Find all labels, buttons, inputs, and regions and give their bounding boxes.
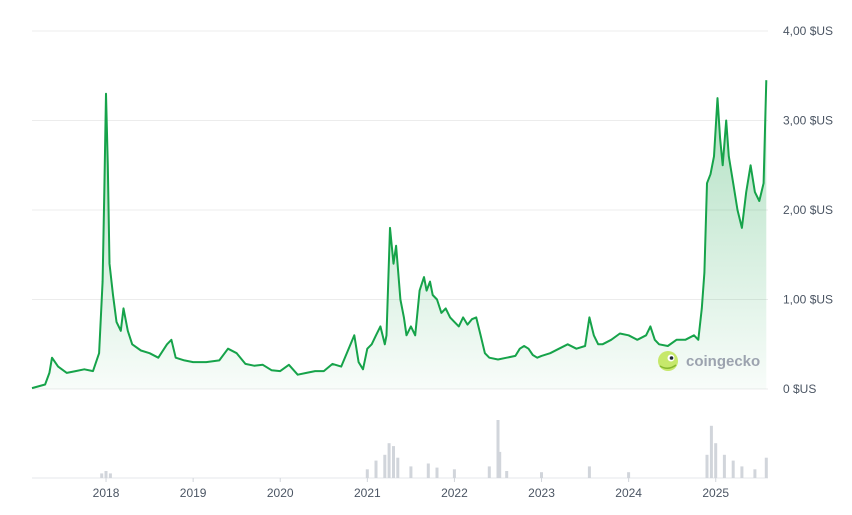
- x-tick-label: 2023: [528, 486, 555, 500]
- volume-bar: [740, 466, 744, 478]
- volume-bar: [409, 466, 413, 478]
- volume-bar: [722, 454, 726, 478]
- price-area-fill: [32, 80, 767, 389]
- volume-bar: [714, 443, 718, 478]
- volume-bar: [100, 473, 104, 478]
- x-axis: 2018 2019 2020 2021 2022 2023 2024 2025: [93, 478, 729, 500]
- volume-bars: [32, 420, 768, 479]
- volume-bar: [487, 466, 491, 478]
- coingecko-watermark: coingecko: [658, 351, 760, 371]
- y-tick-label: 0 $US: [783, 382, 816, 396]
- volume-bar: [496, 420, 500, 478]
- price-area: [32, 80, 767, 389]
- x-tick-label: 2019: [180, 486, 207, 500]
- volume-bar: [505, 471, 509, 478]
- price-line: [31, 80, 768, 390]
- volume-bar: [705, 454, 709, 478]
- volume-bar: [435, 467, 439, 478]
- x-tick-label: 2025: [702, 486, 729, 500]
- volume-bar: [764, 457, 768, 478]
- x-tick-label: 2021: [354, 486, 381, 500]
- volume-bar: [104, 471, 108, 478]
- watermark-text: coingecko: [686, 353, 760, 370]
- volume-bar: [108, 473, 112, 478]
- volume-bar: [396, 457, 400, 478]
- volume-bar: [387, 443, 391, 478]
- y-axis: 0 $US 1,00 $US 2,00 $US 3,00 $US 4,00 $US: [783, 24, 833, 396]
- y-tick-label: 1,00 $US: [783, 293, 833, 307]
- volume-bar: [365, 469, 369, 478]
- volume-bar: [374, 460, 378, 478]
- y-tick-label: 3,00 $US: [783, 114, 833, 128]
- y-tick-label: 4,00 $US: [783, 24, 833, 38]
- volume-bar: [753, 469, 757, 478]
- x-tick-label: 2024: [615, 486, 642, 500]
- x-tick-label: 2022: [441, 486, 468, 500]
- volume-bar: [452, 469, 456, 478]
- x-tick-label: 2020: [267, 486, 294, 500]
- volume-bar: [731, 460, 735, 478]
- volume-bar: [392, 446, 395, 478]
- x-tick-label: 2018: [93, 486, 120, 500]
- volume-bar: [498, 451, 502, 478]
- volume-bar: [383, 454, 387, 478]
- volume-bar: [709, 425, 713, 478]
- volume-bar: [540, 472, 543, 478]
- price-line-path: [31, 80, 768, 390]
- volume-bar: [426, 463, 430, 478]
- y-tick-label: 2,00 $US: [783, 203, 833, 217]
- volume-bar: [627, 472, 631, 478]
- coingecko-logo-icon: [658, 351, 678, 371]
- volume-bar: [587, 466, 591, 478]
